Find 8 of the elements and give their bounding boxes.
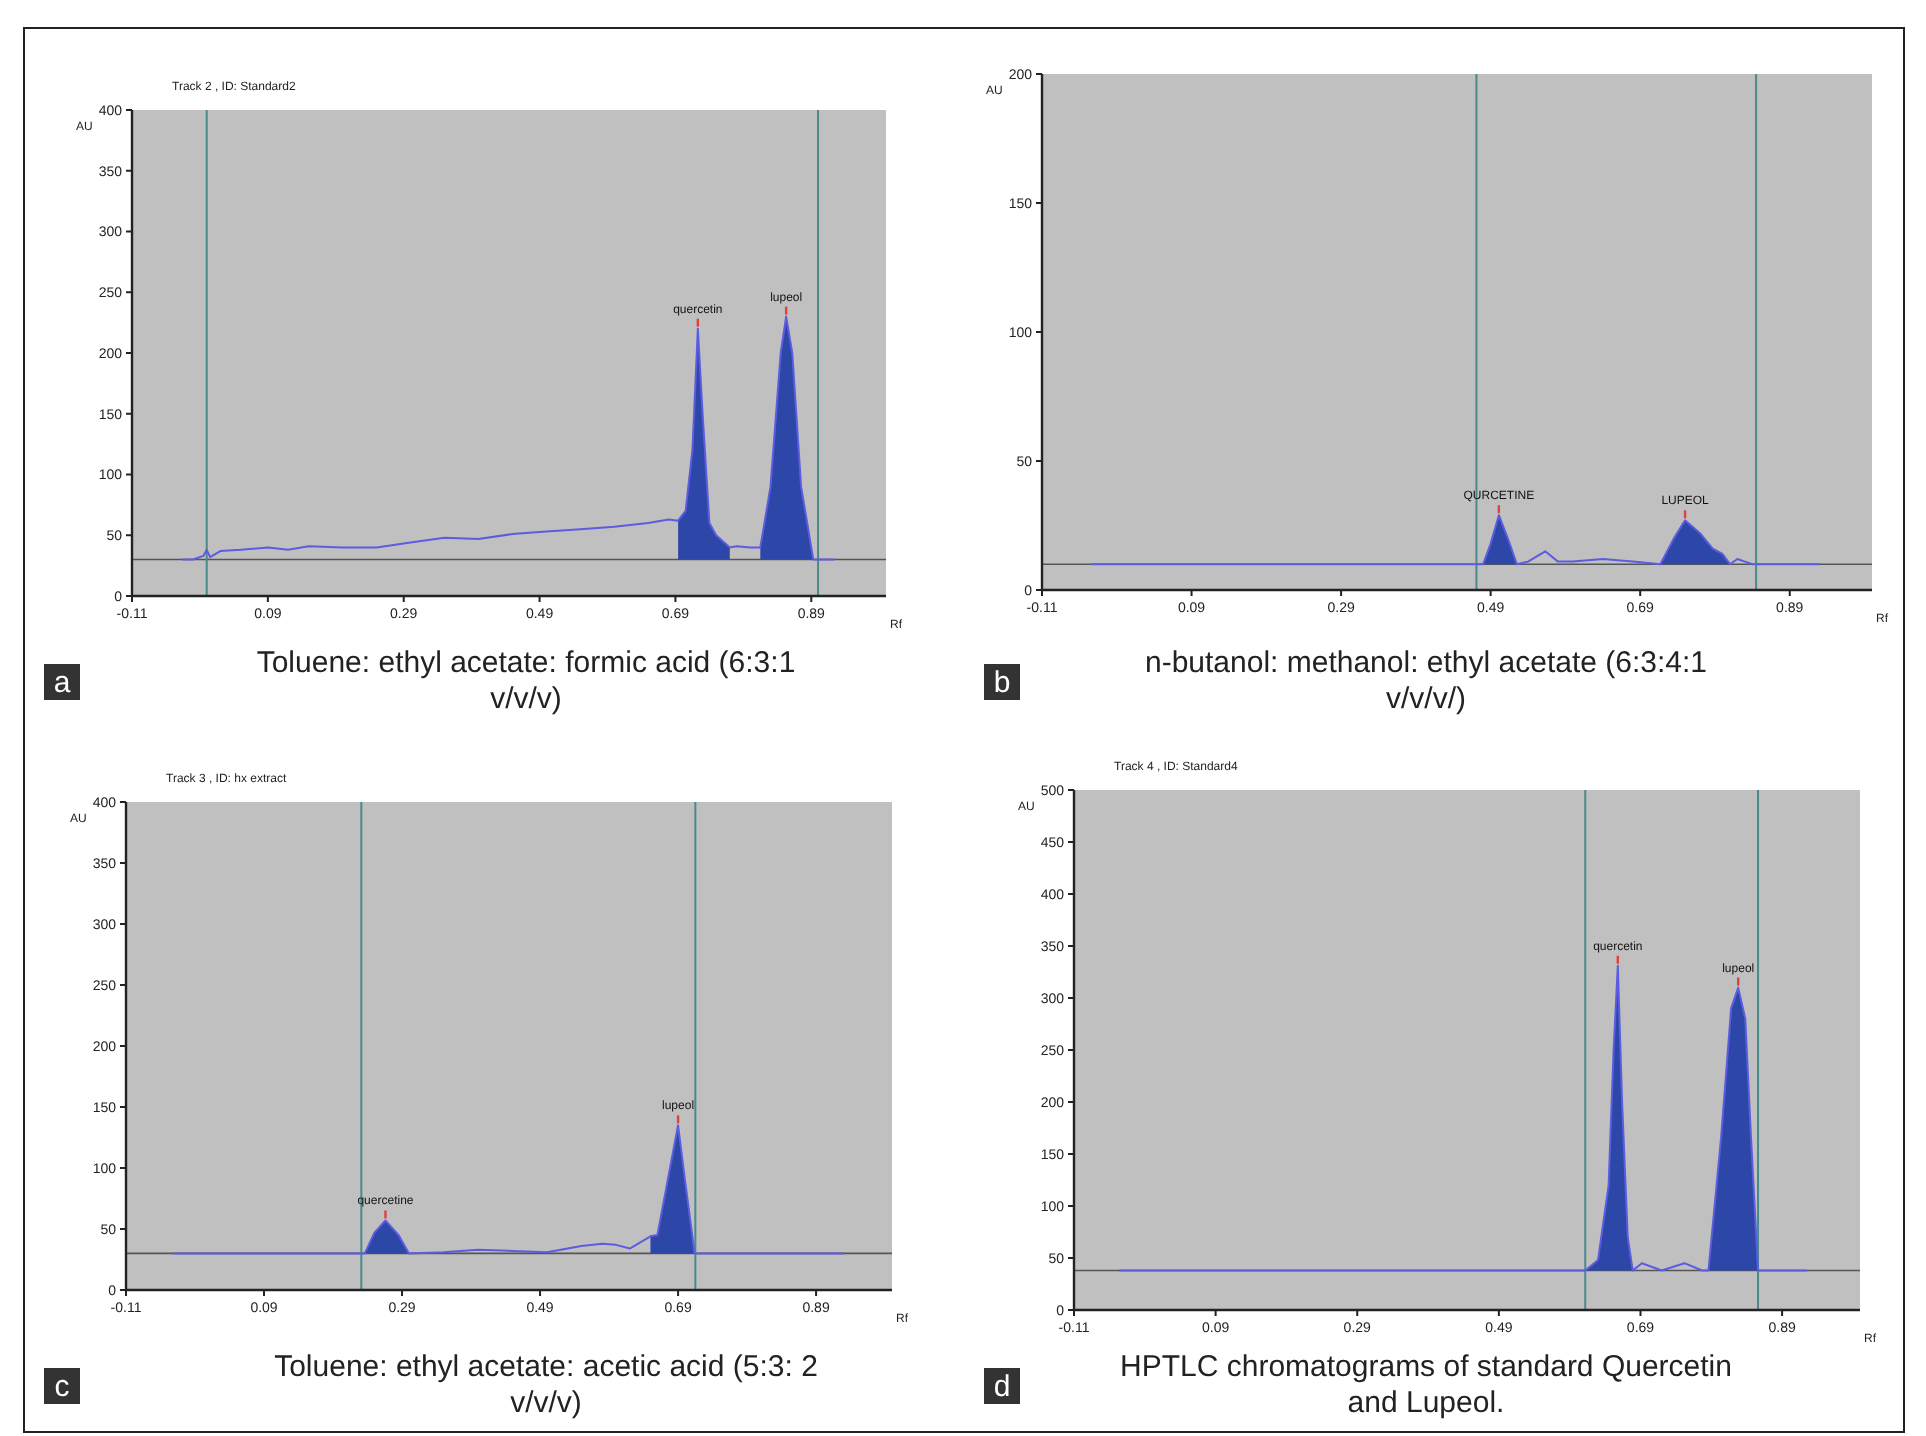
text: Toluene: ethyl acetate: acetic acid (5:3: 2 v/v/v) [274, 1350, 818, 1420]
text: n-butanol: methanol: ethyl acetate (6:3:4:1 v/v/v/) [1144, 646, 1708, 716]
text: Toluene: ethyl acetate: formic acid (6:3:1 v/v/v) [256, 646, 796, 716]
text: b [993, 666, 1011, 700]
text: d [993, 1370, 1011, 1404]
text: c [54, 1370, 71, 1404]
text: a [53, 666, 72, 700]
text: HPTLC chromatograms of standard Quercetin and Lupeol. [1120, 1350, 1732, 1420]
